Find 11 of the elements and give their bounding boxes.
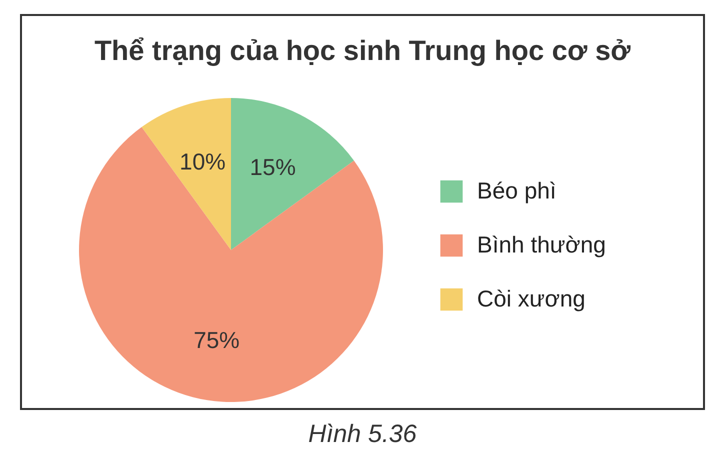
data-label: 15%	[250, 154, 296, 180]
pie-slice	[142, 98, 231, 250]
legend-label: Béo phì	[477, 178, 556, 204]
pie-slice	[79, 127, 383, 402]
chart-title: Thể trạng của học sinh Trung học cơ sở	[94, 35, 631, 66]
legend-label: Còi xương	[477, 286, 586, 312]
text: Hình 5.36	[307, 420, 418, 449]
pie-slice	[231, 98, 354, 250]
data-label: 75%	[194, 326, 240, 353]
legend-label: Bình thường	[477, 232, 606, 258]
data-label: 10%	[180, 148, 226, 175]
